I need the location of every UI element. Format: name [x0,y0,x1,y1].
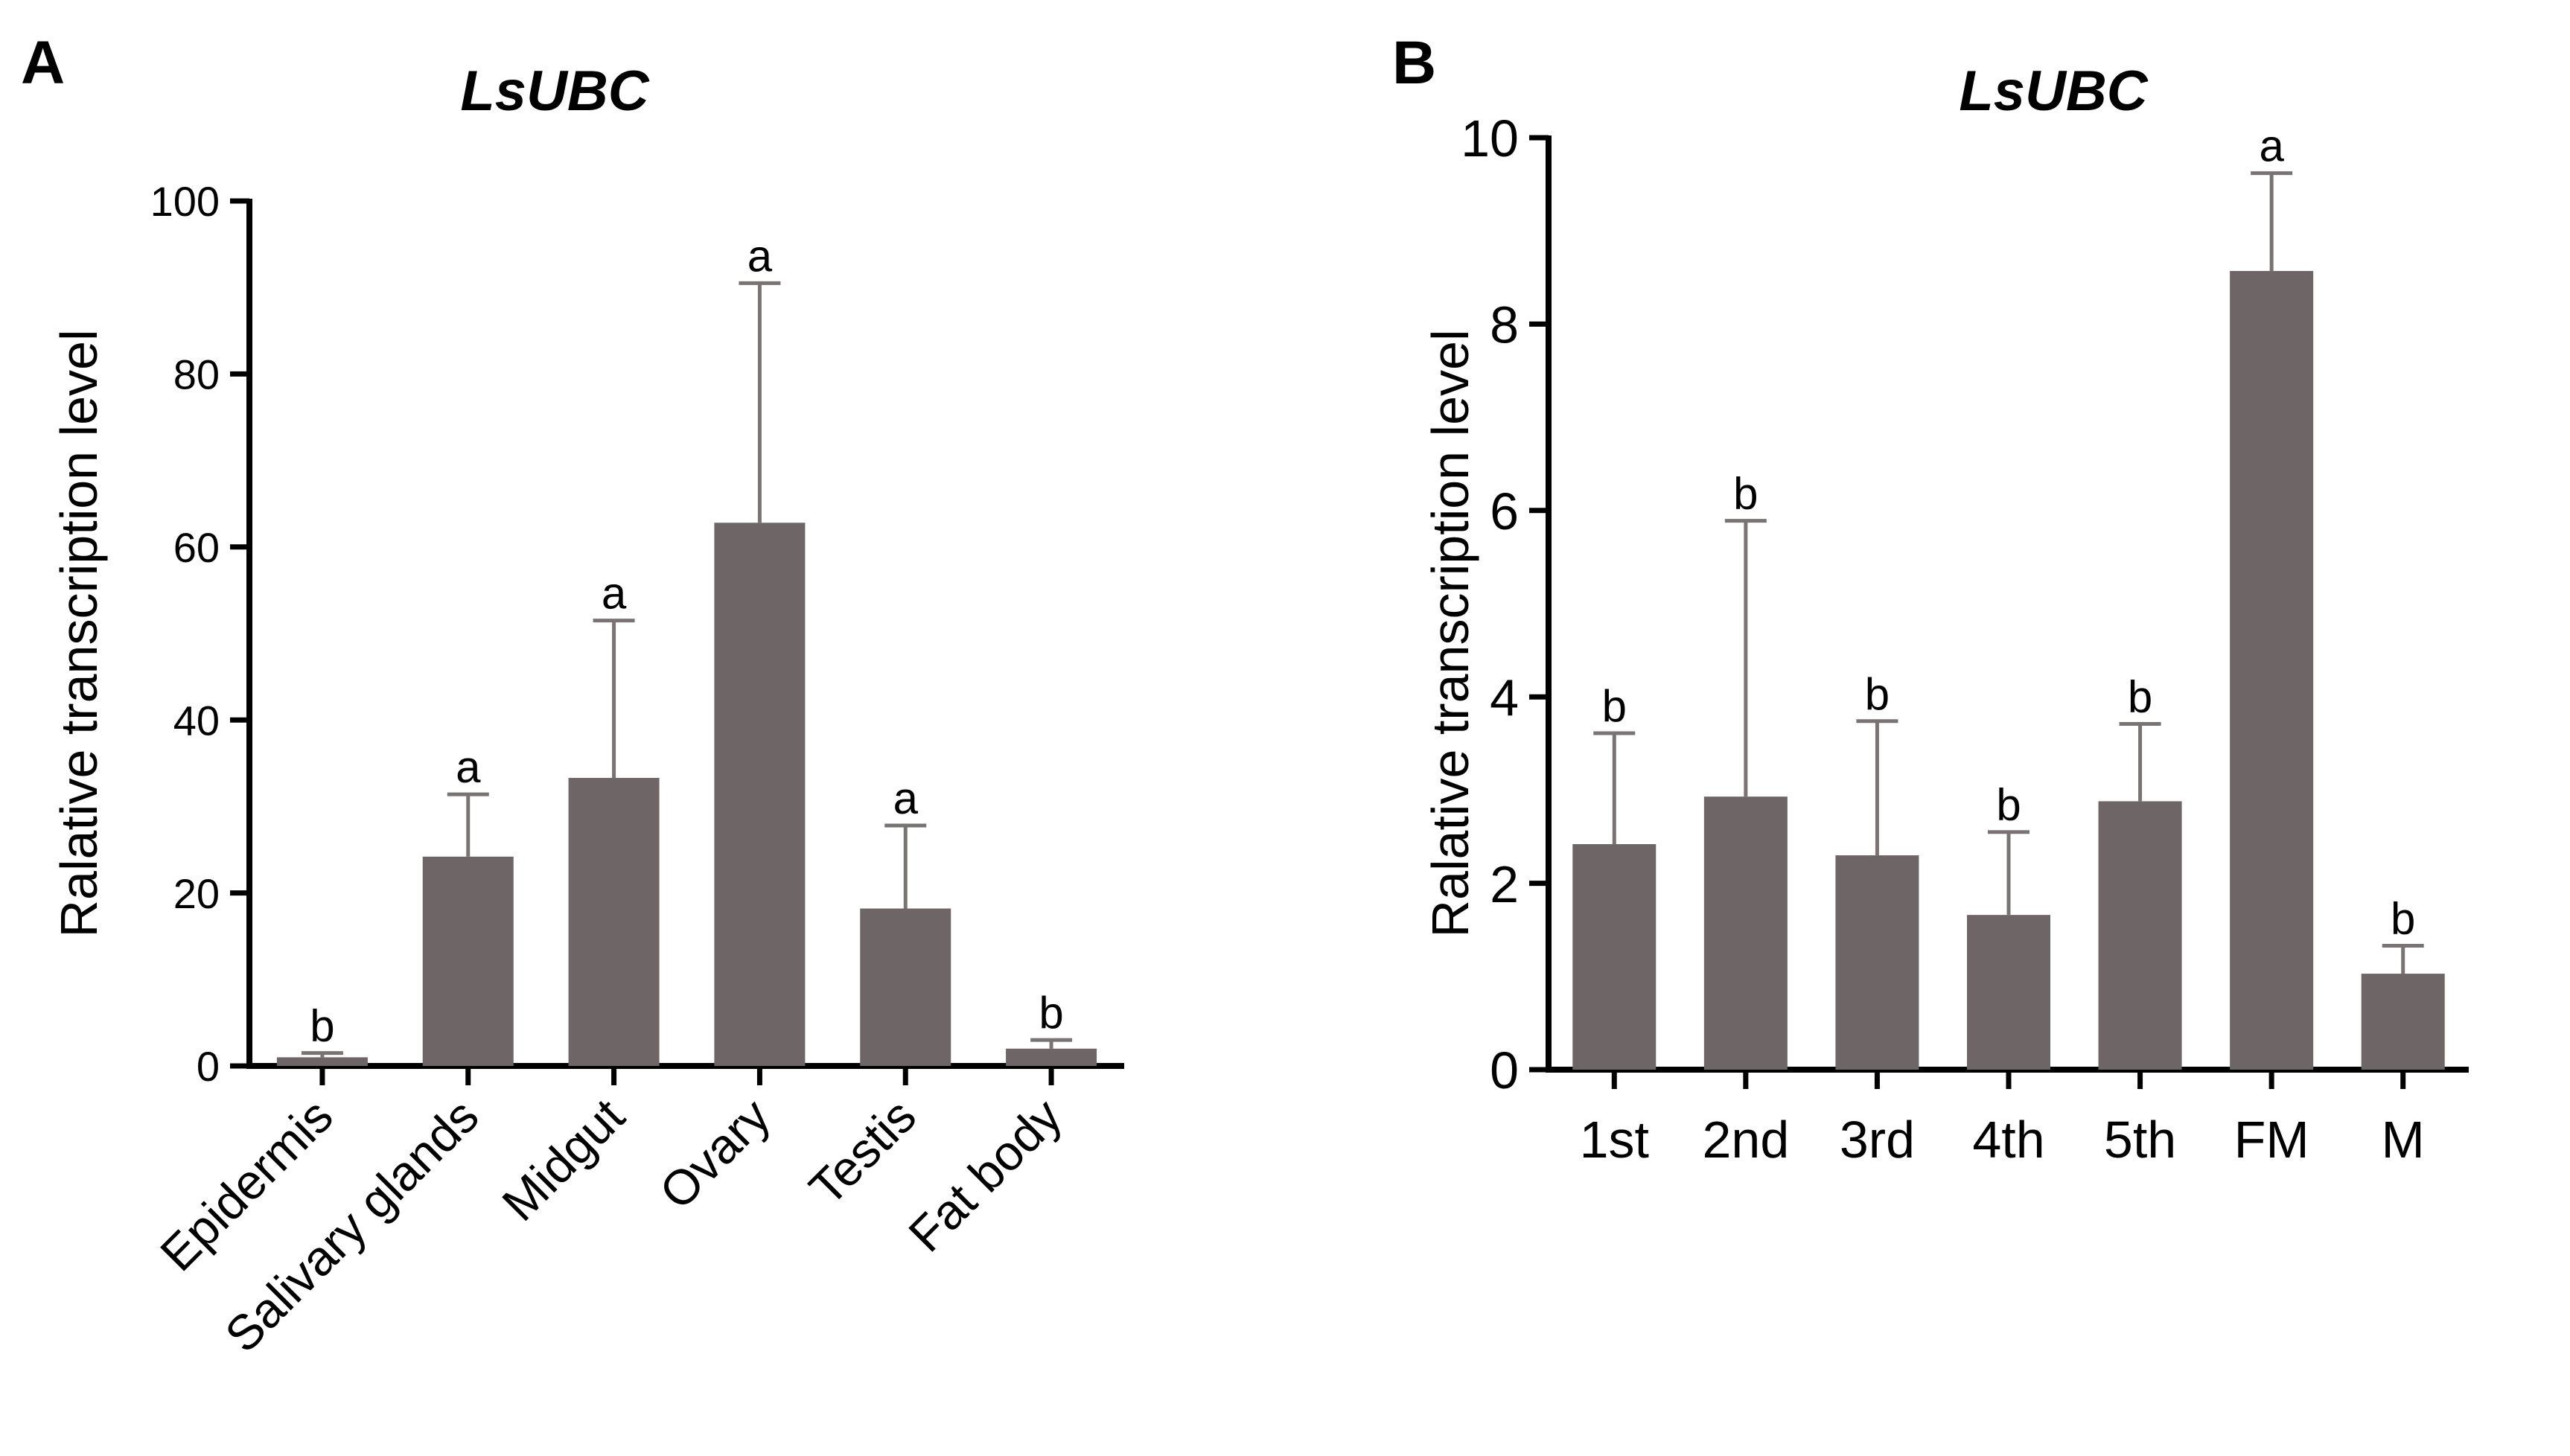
panel-a-x-tick-label-2: Midgut [491,1088,634,1231]
panel-b-y-tick-label: 8 [1490,296,1519,354]
panel-b-sig-label-5: a [2259,121,2284,171]
panel-a-y-tick-label: 0 [197,1043,220,1090]
panel-b-sig-label-1: b [1733,469,1758,519]
panel-b-bar-2 [1835,855,1919,1070]
panel-b-x-tick-label-3: 4th [1972,1111,2044,1169]
panel-b-sig-label-3: b [1996,780,2021,830]
panel-b-x-tick-label-5: FM [2234,1111,2309,1169]
panel-a-bar-1 [422,856,514,1066]
panel-a-x-tick-label-3: Ovary [649,1088,781,1220]
panel-a-sig-label-4: a [893,773,919,823]
panel-b-bar-5 [2230,271,2314,1070]
panel-a-y-tick-label: 40 [173,697,220,744]
panel-a-x-tick-label-5: Fat body [898,1088,1072,1262]
panel-a-sig-label-5: b [1039,988,1063,1038]
panel-b-y-tick-label: 6 [1490,482,1519,540]
panel-a-y-tick-label: 20 [173,870,220,917]
panel-b-x-tick-label-6: M [2382,1111,2425,1169]
panel-b-y-tick-label: 0 [1490,1041,1519,1099]
panel-a-y-tick-label: 100 [150,178,220,225]
panel-a-bar-0 [276,1057,368,1066]
panel-b-bar-0 [1572,844,1657,1070]
panel-b-x-tick-label-2: 3rd [1840,1111,1915,1169]
panel-letter-a: A [21,29,65,97]
panel-a-bar-4 [860,908,951,1066]
panel-b-bar-6 [2361,974,2445,1070]
panel-a-x-tick-label-1: Salivary glands [214,1088,489,1363]
panel-a-bar-2 [568,778,660,1066]
panel-b-y-tick-label: 2 [1490,855,1519,913]
panel-a-bar-5 [1006,1048,1097,1066]
panel-b-y-axis-label: Ralative transcription level [1421,329,1479,937]
panel-b-y-tick-label: 10 [1461,109,1519,167]
panel-a-bar-3 [714,523,806,1066]
panel-b-x-tick-label-0: 1st [1580,1111,1649,1169]
panel-a-sig-label-1: a [456,742,481,792]
panel-a-y-axis-label: Ralative transcription level [50,329,108,937]
panel-a-x-tick-label-4: Testis [799,1088,927,1216]
panel-a-sig-label-2: a [602,569,627,619]
panel-b-bar-4 [2098,801,2182,1070]
panel-a-title: LsUBC [460,60,649,123]
panel-b-x-tick-label-4: 5th [2104,1111,2176,1169]
panel-b-sig-label-2: b [1865,669,1890,719]
panel-b-x-tick-label-1: 2nd [1702,1111,1789,1169]
panel-b-sig-label-0: b [1602,681,1627,731]
panel-b-bar-1 [1703,796,1788,1070]
panel-b-bar-3 [1967,915,2050,1070]
panel-a-sig-label-3: a [747,231,773,281]
panel-b-y-tick-label: 4 [1490,668,1519,727]
panel-b-title: LsUBC [1959,60,2148,123]
panel-b-sig-label-6: b [2391,893,2415,943]
panel-b-sig-label-4: b [2128,672,2152,722]
panel-a-y-tick-label: 80 [173,351,220,398]
panel-letter-b: B [1392,29,1436,97]
panel-a-sig-label-0: b [310,1001,334,1051]
panel-a-y-tick-label: 60 [173,524,220,571]
